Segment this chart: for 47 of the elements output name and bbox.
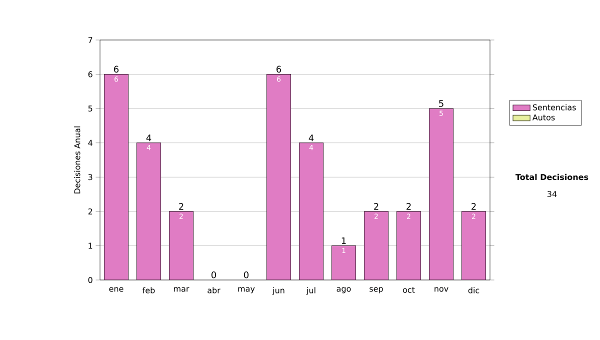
y-tick-label: 7 — [88, 37, 92, 43]
bar — [364, 211, 389, 280]
x-tick-label: ago — [336, 287, 351, 294]
bar — [266, 74, 292, 280]
x-tick-label: mar — [174, 287, 190, 292]
bar — [104, 74, 128, 280]
total-label: 5 — [439, 100, 444, 107]
x-tick-label: may — [238, 287, 255, 294]
x-tick-label: abr — [208, 287, 220, 294]
x-tick-label: jun — [272, 287, 284, 295]
y-tick-label: 6 — [88, 71, 92, 78]
bar — [396, 211, 422, 280]
bar — [169, 211, 194, 280]
x-tick-label: sep — [370, 287, 383, 294]
x-tick-label: nov — [434, 287, 448, 292]
x-tick-label: oct — [402, 287, 415, 293]
x-tick-label: ene — [109, 287, 124, 292]
total-label: 0 — [244, 271, 249, 278]
total-label: 1 — [342, 237, 346, 244]
total-label: 2 — [374, 203, 378, 210]
total-label: 2 — [472, 203, 476, 210]
total-label: 6 — [276, 66, 282, 73]
y-tick-label: 3 — [88, 174, 92, 180]
x-tick-label: dic — [468, 287, 480, 294]
bar — [461, 211, 486, 280]
total-label: 0 — [211, 271, 216, 278]
y-tick-label: 0 — [88, 276, 92, 284]
y-tick-label: 5 — [88, 106, 92, 112]
x-tick-label: feb — [142, 287, 155, 294]
y-tick-label: 2 — [88, 208, 92, 214]
bar — [331, 245, 356, 280]
total-label: 2 — [179, 203, 184, 210]
legend-label: Autos — [532, 114, 555, 120]
total-label: 4 — [308, 134, 314, 142]
bar — [298, 142, 324, 280]
bar — [428, 108, 454, 280]
y-tick-label: 1 — [88, 242, 92, 249]
total-label: 4 — [146, 134, 152, 142]
text: 34 — [548, 190, 557, 198]
text: Total Decisiones — [515, 174, 588, 180]
legend-label: Sentencias — [532, 104, 576, 110]
y-axis-title: Decisiones Anual — [74, 126, 80, 194]
total-label: 2 — [406, 203, 411, 210]
x-tick-label: jul — [306, 287, 316, 295]
total-label: 6 — [114, 66, 119, 73]
y-tick-label: 4 — [88, 140, 92, 146]
bar — [136, 142, 161, 280]
